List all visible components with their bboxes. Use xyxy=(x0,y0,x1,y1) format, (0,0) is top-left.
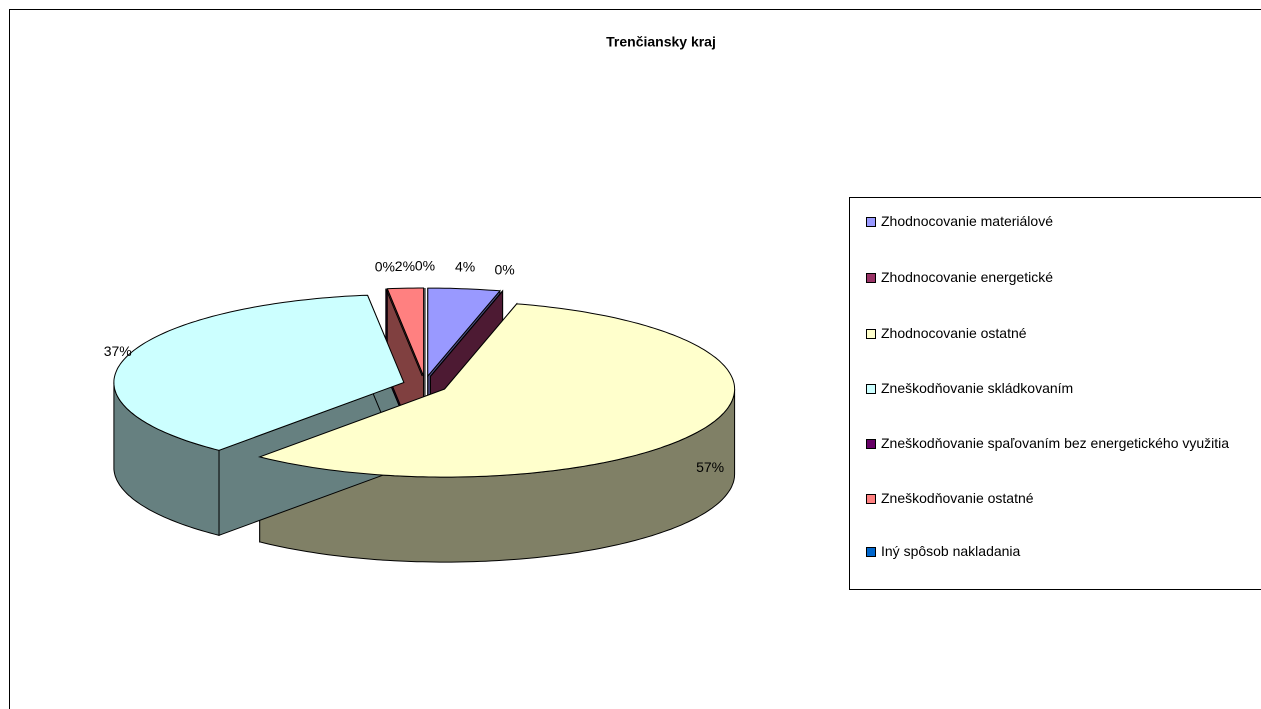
data-label: 0% xyxy=(494,261,514,277)
legend-swatch xyxy=(866,494,876,504)
slice xyxy=(430,290,503,377)
legend-swatch xyxy=(866,217,876,227)
data-label: 2% xyxy=(395,258,415,274)
data-label: 0% xyxy=(375,259,395,275)
legend-item: Zhodnocovanie materiálové xyxy=(866,212,1261,231)
legend-label: Zhodnocovanie energetické xyxy=(881,269,1054,285)
legend-swatch xyxy=(866,273,876,283)
data-label: 0% xyxy=(415,258,435,274)
chart-title: Trenčiansky kraj xyxy=(606,34,716,50)
legend-label: Zneškodňovanie spaľovaním bez energetick… xyxy=(881,435,1230,451)
legend-swatch xyxy=(866,384,876,394)
slice xyxy=(427,287,501,378)
legend-label: Iný spôsob nakladania xyxy=(881,543,1021,559)
slice xyxy=(113,294,405,451)
legend-item: Iný spôsob nakladania xyxy=(866,542,1261,561)
data-label: 4% xyxy=(455,259,475,275)
legend-item: Zhodnocovanie energetické xyxy=(866,268,1261,287)
legend-label: Zneškodňovanie ostatné xyxy=(881,490,1034,506)
legend-swatch xyxy=(866,439,876,449)
legend-item: Zneškodňovanie spaľovaním bez energetick… xyxy=(866,434,1261,453)
legend-swatch xyxy=(866,329,876,339)
legend-label: Zhodnocovanie ostatné xyxy=(881,325,1027,341)
tops xyxy=(113,287,736,478)
legend-swatch xyxy=(866,547,876,557)
legend-label: Zhodnocovanie materiálové xyxy=(881,213,1053,229)
data-label: 57% xyxy=(696,459,724,475)
legend-label: Zneškodňovanie skládkovaním xyxy=(881,380,1074,396)
slice xyxy=(257,303,736,478)
slice xyxy=(386,287,425,377)
legend-item: Zneškodňovanie skládkovaním xyxy=(866,379,1261,398)
legend-item: Zhodnocovanie ostatné xyxy=(866,324,1261,343)
data-label: 37% xyxy=(104,343,132,359)
legend-item: Zneškodňovanie ostatné xyxy=(866,489,1261,508)
slice xyxy=(385,288,423,377)
legend: Zhodnocovanie materiálové Zhodnocovanie e… xyxy=(849,197,1261,590)
labels: 4% 0%57%37%0% 2% 0% xyxy=(104,258,724,475)
